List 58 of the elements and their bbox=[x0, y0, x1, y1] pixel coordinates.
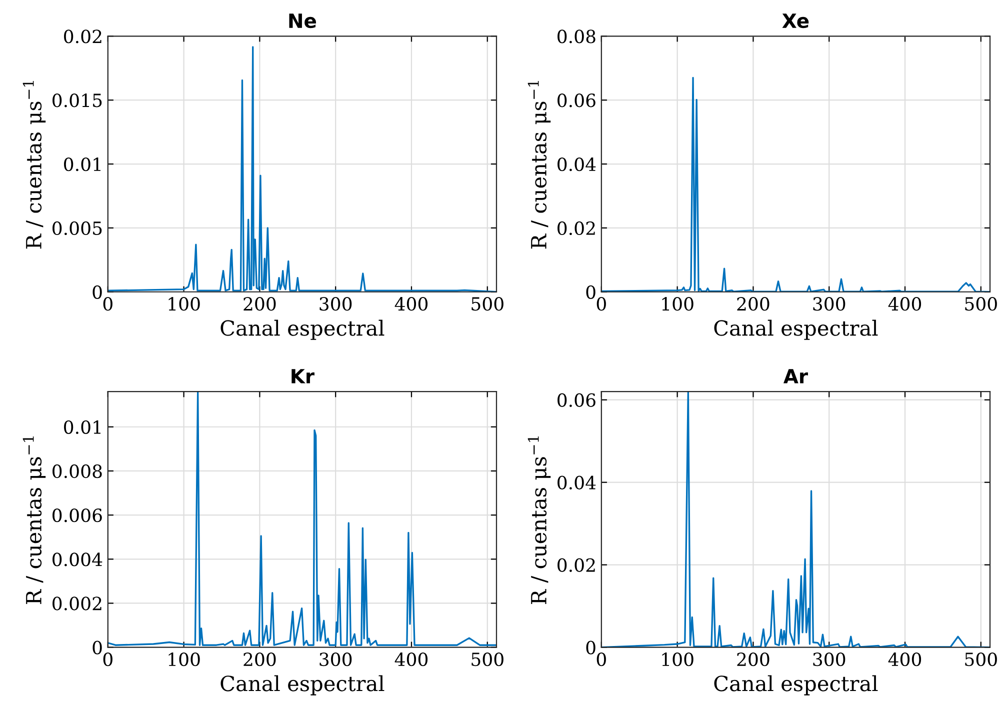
y-tick-label: 0.06 bbox=[558, 393, 596, 407]
y-tick-label: 0.006 bbox=[52, 508, 102, 522]
x-tick-label: 0 bbox=[596, 297, 606, 311]
y-tick-label: 0 bbox=[586, 285, 596, 299]
x-tick-label: 200 bbox=[737, 652, 770, 666]
x-tick-label: 100 bbox=[662, 297, 694, 311]
x-tick-label: 100 bbox=[168, 652, 200, 666]
y-tick-label: 0.06 bbox=[558, 94, 596, 108]
x-tick-label: 300 bbox=[320, 297, 352, 311]
y-tick-label: 0.04 bbox=[558, 157, 596, 172]
x-tick-label: 0 bbox=[103, 297, 112, 311]
x-tick-label: 500 bbox=[965, 297, 997, 311]
x-axis-title: Canal espectral bbox=[220, 320, 384, 340]
x-tick-label: 100 bbox=[168, 297, 200, 311]
x-tick-label: 400 bbox=[394, 652, 428, 666]
y-tick-label: 0.02 bbox=[64, 30, 102, 44]
y-tick-label: 0.004 bbox=[52, 552, 102, 566]
y-axis-title: R / cuentas μs$^{−1}$ bbox=[22, 81, 46, 249]
y-tick-label: 0.08 bbox=[558, 30, 596, 44]
x-tick-label: 200 bbox=[244, 297, 276, 311]
x-tick-label: 100 bbox=[662, 652, 694, 666]
y-axis-title: R / cuentas μs$^{−1}$ bbox=[22, 436, 46, 604]
y-tick-label: 0.01 bbox=[64, 420, 100, 434]
x-tick-label: 400 bbox=[888, 652, 922, 666]
line-series bbox=[601, 392, 990, 648]
y-axis-title: R / cuentas μs$^{−1}$ bbox=[528, 81, 551, 249]
y-tick-label: 0.005 bbox=[52, 221, 102, 236]
y-tick-label: 0.015 bbox=[52, 94, 102, 108]
x-tick-label: 200 bbox=[244, 652, 276, 666]
x-tick-label: 300 bbox=[813, 297, 846, 311]
y-tick-label: 0.002 bbox=[52, 596, 102, 610]
chart-title: Kr bbox=[292, 369, 314, 384]
x-tick-label: 0 bbox=[103, 652, 112, 666]
x-tick-label: 500 bbox=[472, 652, 504, 666]
chart-title: Ne bbox=[289, 14, 316, 28]
chart-title: Xe bbox=[782, 14, 809, 28]
y-tick-label: 0 bbox=[92, 285, 102, 299]
x-tick-label: 500 bbox=[472, 297, 504, 311]
x-tick-label: 0 bbox=[596, 652, 606, 666]
y-axis-title: R / cuentas μs$^{−1}$ bbox=[528, 436, 551, 604]
chart-title: Ar bbox=[783, 369, 808, 384]
x-axis-title: Canal espectral bbox=[714, 320, 878, 340]
y-tick-label: 0.02 bbox=[558, 558, 595, 572]
y-tick-label: 0.02 bbox=[558, 221, 595, 236]
y-tick-label: 0.008 bbox=[52, 464, 102, 478]
y-tick-label: 0 bbox=[586, 640, 596, 654]
x-axis-title: Canal espectral bbox=[714, 675, 878, 696]
x-tick-label: 400 bbox=[394, 297, 428, 311]
x-tick-label: 200 bbox=[737, 297, 770, 311]
line-series bbox=[108, 392, 496, 646]
y-tick-label: 0.01 bbox=[64, 157, 100, 172]
x-tick-label: 400 bbox=[888, 297, 922, 311]
y-tick-label: 0 bbox=[92, 640, 102, 654]
x-tick-label: 300 bbox=[320, 652, 352, 666]
x-tick-label: 300 bbox=[813, 652, 846, 666]
x-axis-title: Canal espectral bbox=[220, 675, 384, 696]
y-tick-label: 0.04 bbox=[558, 476, 596, 490]
x-tick-label: 500 bbox=[965, 652, 997, 666]
